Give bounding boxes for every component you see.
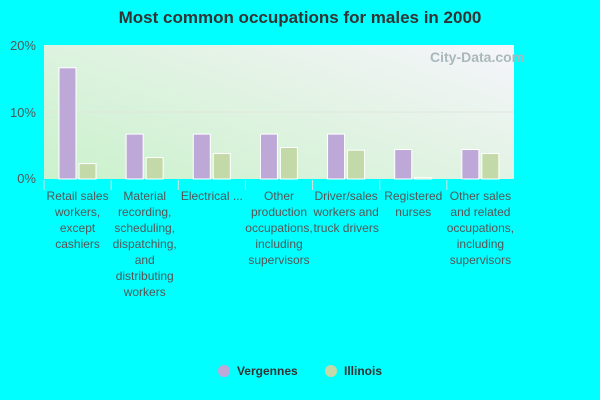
bar-illinois-1 [145,157,164,180]
chart-title: Most common occupations for males in 200… [118,8,482,27]
bar-illinois-6 [481,153,500,180]
legend-label: Illinois [344,364,383,378]
legend-swatch [325,365,338,377]
x-label: Registered nurses [384,189,443,219]
y-tick-0: 0% [17,171,36,186]
bar-vergennes-3 [259,133,278,180]
legend: Vergennes Illinois [0,364,600,380]
bar-vergennes-5 [394,149,413,180]
x-label: Other sales and related occupations, inc… [446,189,515,267]
x-label: Retail sales workers, except cashiers [46,189,109,251]
bar-illinois-2 [212,153,231,180]
legend-item-illinois: Illinois [325,364,382,378]
y-tick-20: 20% [9,38,36,53]
y-tick-10: 10% [9,105,36,120]
bar-illinois-3 [279,147,298,180]
bar-illinois-0 [78,163,97,180]
x-label: Driver/sales workers and truck drivers [313,189,379,235]
x-label: Other production occupations, including … [245,189,313,267]
bar-illinois-4 [347,149,366,180]
legend-item-vergennes: Vergennes [217,364,298,378]
watermark: City-Data.com [430,49,525,65]
x-label: Electrical ... [180,189,243,203]
bar-vergennes-2 [192,133,211,180]
legend-label: Vergennes [236,364,298,378]
bar-vergennes-0 [58,67,77,180]
bar-illinois-5 [414,177,433,180]
x-label: Material recording, scheduling, dispatch… [112,189,177,299]
bar-vergennes-4 [327,133,346,180]
legend-swatch [217,365,230,377]
bar-vergennes-1 [125,133,144,180]
bar-vergennes-6 [461,149,480,180]
